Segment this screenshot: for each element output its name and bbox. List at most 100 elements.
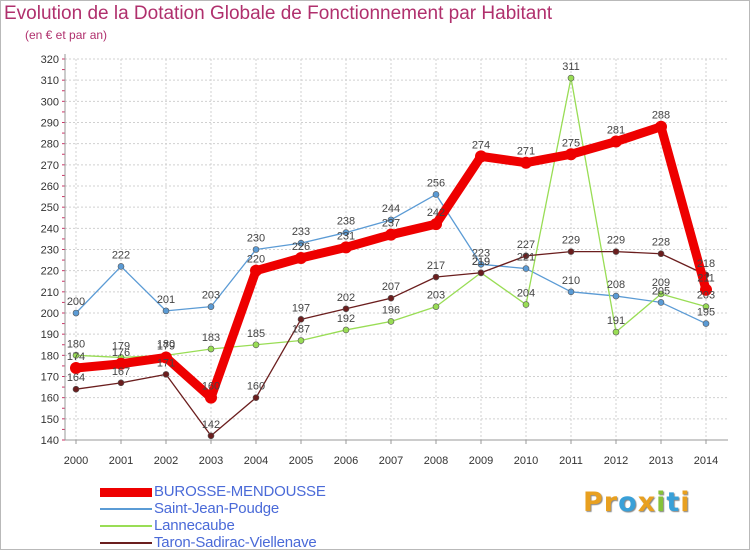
series-segment bbox=[570, 291, 617, 297]
data-label: 229 bbox=[562, 235, 580, 247]
brand-letter: o bbox=[618, 487, 638, 518]
series-segment bbox=[660, 301, 707, 325]
x-tick-label: 2010 bbox=[514, 455, 538, 467]
series-segment bbox=[75, 354, 122, 359]
series-segment bbox=[480, 263, 527, 270]
x-tick-label: 2004 bbox=[244, 455, 268, 467]
data-point bbox=[207, 345, 215, 353]
data-point bbox=[657, 250, 665, 258]
x-tick-label: 2002 bbox=[154, 455, 178, 467]
series-segment bbox=[255, 339, 302, 346]
data-point bbox=[342, 326, 350, 334]
data-point bbox=[297, 337, 305, 344]
y-tick-label: 250 bbox=[41, 202, 59, 214]
series-segment bbox=[615, 295, 662, 304]
data-label: 187 bbox=[292, 324, 310, 336]
data-point bbox=[72, 385, 80, 393]
data-label: 237 bbox=[382, 218, 400, 230]
data-point bbox=[207, 432, 215, 440]
series-segment bbox=[480, 272, 527, 306]
data-label: 179 bbox=[112, 340, 130, 352]
data-label: 220 bbox=[247, 254, 265, 266]
data-point bbox=[207, 303, 215, 310]
data-label: 195 bbox=[697, 307, 715, 319]
data-label: 271 bbox=[517, 146, 535, 158]
data-label: 210 bbox=[562, 275, 580, 287]
legend-label: Taron-Sadirac-Viellenave bbox=[154, 534, 317, 551]
data-label: 217 bbox=[427, 260, 445, 272]
series-segment bbox=[210, 397, 257, 437]
data-point bbox=[522, 301, 530, 308]
series-segment bbox=[300, 329, 347, 342]
data-label: 160 bbox=[247, 381, 265, 393]
data-point bbox=[475, 150, 487, 163]
y-tick-label: 320 bbox=[41, 54, 59, 66]
data-label: 201 bbox=[157, 294, 175, 306]
legend-swatch bbox=[100, 542, 152, 544]
series-segment bbox=[296, 242, 351, 263]
series-segment bbox=[165, 348, 212, 356]
data-label: 219 bbox=[472, 256, 490, 268]
data-label: 227 bbox=[517, 239, 535, 251]
data-point bbox=[657, 299, 665, 306]
data-label: 311 bbox=[562, 61, 580, 73]
data-point bbox=[252, 341, 260, 349]
legend-label: BUROSSE-MENDOUSSE bbox=[154, 483, 326, 500]
series-segment bbox=[566, 137, 621, 159]
data-label: 229 bbox=[607, 235, 625, 247]
data-point bbox=[567, 288, 575, 296]
data-point bbox=[385, 228, 397, 241]
chart-subtitle: (en € et par an) bbox=[25, 28, 108, 42]
legend-swatch bbox=[100, 487, 152, 497]
data-point bbox=[567, 74, 575, 82]
chart-title: Evolution de la Dotation Globale de Fonc… bbox=[4, 3, 553, 24]
data-point bbox=[72, 352, 80, 359]
data-point bbox=[162, 371, 170, 378]
series-segment bbox=[611, 122, 666, 147]
legend-swatch bbox=[100, 525, 152, 527]
series-segment bbox=[300, 308, 347, 321]
data-point bbox=[520, 156, 532, 169]
legend-item: BUROSSE-MENDOUSSE bbox=[100, 483, 400, 501]
series-segment bbox=[660, 293, 707, 308]
series-segment bbox=[345, 297, 392, 310]
data-label: 203 bbox=[697, 290, 715, 302]
grid bbox=[65, 58, 728, 441]
legend: BUROSSE-MENDOUSSE Saint-Jean-Poudge Lannec… bbox=[100, 483, 400, 552]
series-segment bbox=[615, 250, 662, 255]
data-label: 218 bbox=[697, 258, 715, 270]
data-point bbox=[297, 239, 305, 247]
data-label: 228 bbox=[652, 237, 670, 249]
series-segment bbox=[431, 151, 486, 229]
series-segment bbox=[570, 77, 617, 333]
data-point bbox=[295, 251, 307, 264]
series-segment bbox=[251, 253, 306, 276]
x-tick-label: 2008 bbox=[424, 455, 448, 467]
data-label: 200 bbox=[67, 296, 85, 308]
y-tick-label: 200 bbox=[41, 308, 59, 320]
series-segment bbox=[255, 318, 302, 399]
data-labels: 174 1761791602202262312372422742712752812… bbox=[67, 61, 715, 431]
data-point bbox=[72, 309, 80, 317]
data-point bbox=[387, 318, 395, 325]
data-label: 231 bbox=[337, 230, 355, 242]
legend-item: Saint-Jean-Poudge bbox=[100, 500, 400, 518]
y-tick-label: 300 bbox=[41, 96, 59, 108]
series-segment bbox=[615, 293, 662, 333]
series-segment bbox=[476, 151, 531, 168]
data-label: 209 bbox=[652, 277, 670, 289]
data-point bbox=[340, 241, 352, 254]
x-tick-label: 2013 bbox=[649, 455, 673, 467]
legend-label: Lannecaube bbox=[154, 517, 235, 534]
data-label: 174 bbox=[67, 351, 85, 363]
data-label: 180 bbox=[157, 338, 175, 350]
data-label: 238 bbox=[337, 216, 355, 228]
legend-item: Lannecaube bbox=[100, 517, 400, 535]
data-label: 221 bbox=[517, 252, 535, 264]
legend-label: Saint-Jean-Poudge bbox=[154, 500, 280, 517]
data-point bbox=[700, 283, 712, 296]
data-label: 204 bbox=[517, 288, 535, 300]
data-point bbox=[612, 248, 620, 255]
x-tick-label: 2009 bbox=[469, 455, 493, 467]
data-point bbox=[117, 379, 125, 387]
